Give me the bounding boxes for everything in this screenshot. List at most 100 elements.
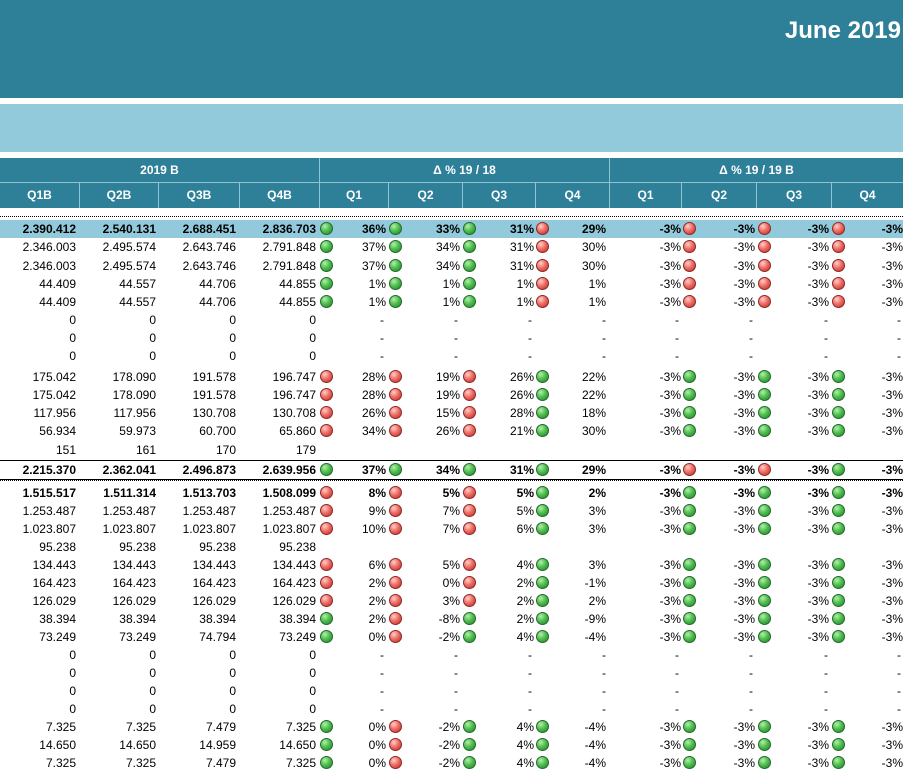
delta-19-18-q1-value: 2% (368, 612, 386, 626)
table-row: 38.394 38.394 38.394 38.394 2% -8% 2% -9% -3% -3%… (0, 610, 903, 628)
red-status-indicator-icon (463, 594, 476, 607)
delta-19-19b-q1-value: - (675, 702, 679, 716)
delta-19-18-q1-value: 2% (368, 576, 386, 590)
delta-19-19b-q3-value: -3% (807, 424, 829, 438)
delta-19-19b-q2-value: -3% (733, 277, 755, 291)
red-status-indicator-icon (536, 295, 549, 308)
delta-19-18-q4-value: -4% (584, 756, 606, 770)
green-status-indicator-icon (536, 630, 549, 643)
red-status-indicator-icon (389, 424, 402, 437)
delta-19-18-q3-value: 2% (516, 612, 534, 626)
budget-q2b-value: 134.443 (112, 558, 156, 572)
budget-q2b-value: 0 (149, 684, 156, 698)
delta-19-19b-q2-value: -3% (733, 259, 755, 273)
delta-19-19b-q2-value: -3% (733, 558, 755, 572)
delta-19-18-q2-value: - (454, 666, 458, 680)
delta-19-19b-q1-value: -3% (659, 222, 681, 236)
delta-19-18-q3-value: 31% (509, 222, 534, 236)
delta-19-18-q2-value: -2% (438, 720, 460, 734)
green-status-indicator-icon (683, 720, 696, 733)
budget-q2b-value: 178.090 (112, 370, 156, 384)
budget-q3b-value: 2.643.746 (182, 259, 236, 273)
budget-q2b-value: 38.394 (119, 612, 156, 626)
budget-q2b-value: 1.253.487 (102, 504, 156, 518)
red-status-indicator-icon (389, 756, 402, 769)
delta-19-19b-q3-value: - (824, 349, 828, 363)
delta-19-19b-q3-value: -3% (807, 756, 829, 770)
table-row: 95.238 95.238 95.238 95.238 (0, 538, 903, 556)
delta-19-18-q3-value: - (528, 648, 532, 662)
header-separator (79, 182, 80, 208)
delta-19-19b-q4-value: -3% (881, 259, 903, 273)
delta-19-19b-q1-value: - (675, 331, 679, 345)
green-status-indicator-icon (758, 388, 771, 401)
green-status-indicator-icon (463, 259, 476, 272)
delta-19-18-q1-value: 37% (361, 259, 386, 273)
green-status-indicator-icon (320, 738, 333, 751)
red-status-indicator-icon (389, 370, 402, 383)
budget-q2b-value: 178.090 (112, 388, 156, 402)
budget-q3b-value: 60.700 (199, 424, 236, 438)
table-row: 44.409 44.557 44.706 44.855 1% 1% 1% 1% -3% -3% -3… (0, 293, 903, 311)
delta-19-18-q1-value: 28% (361, 388, 386, 402)
budget-q2b-value: 2.495.574 (102, 259, 156, 273)
report-header-band: June 2019 (0, 0, 903, 98)
header-separator (158, 182, 159, 208)
delta-19-19b-q2-value: - (749, 702, 753, 716)
delta-19-19b-q4-value: -3% (881, 486, 903, 500)
green-status-indicator-icon (683, 504, 696, 517)
column-header-row: Q1B Q2B Q3B Q4B Q1 Q2 Q3 Q4 Q1 Q2 Q3 Q4 (0, 182, 903, 208)
budget-q1b-value: 164.423 (32, 576, 76, 590)
delta-19-19b-q1-value: -3% (659, 463, 681, 477)
red-status-indicator-icon (389, 630, 402, 643)
delta-19-19b-q4-value: - (897, 349, 901, 363)
delta-19-18-q1-value: 0% (368, 738, 386, 752)
delta-19-19b-q4-value: -3% (881, 738, 903, 752)
budget-q2b-value: 1.511.314 (103, 486, 156, 500)
budget-q4b-value: 2.791.848 (262, 240, 316, 254)
table-row: 0 0 0 0 - - - - - - - - (0, 682, 903, 700)
red-status-indicator-icon (758, 240, 771, 253)
green-status-indicator-icon (320, 240, 333, 253)
green-status-indicator-icon (683, 612, 696, 625)
delta-19-18-q3-value: 1% (516, 295, 534, 309)
column-header-delta1-q4: Q4 (564, 188, 581, 202)
delta-19-18-q3-value: - (528, 349, 532, 363)
delta-19-18-q3-value: 1% (516, 277, 534, 291)
budget-q2b-value: 0 (149, 313, 156, 327)
red-status-indicator-icon (463, 558, 476, 571)
delta-19-19b-q1-value: -3% (659, 576, 681, 590)
delta-19-19b-q4-value: -3% (881, 295, 903, 309)
budget-q1b-value: 38.394 (39, 612, 76, 626)
delta-19-19b-q1-value: -3% (659, 756, 681, 770)
budget-q4b-value: 44.855 (279, 295, 316, 309)
budget-q1b-value: 73.249 (39, 630, 76, 644)
delta-19-18-q3-value: 28% (509, 406, 534, 420)
delta-19-18-q1-value: 36% (361, 222, 386, 236)
budget-q2b-value: 7.325 (125, 720, 156, 734)
report-title: June 2019 (784, 17, 901, 44)
budget-q1b-value: 95.238 (39, 540, 76, 554)
green-status-indicator-icon (683, 594, 696, 607)
delta-19-18-q3-value: 21% (509, 424, 534, 438)
green-status-indicator-icon (536, 522, 549, 535)
delta-19-18-q3-value: 6% (516, 522, 534, 536)
delta-19-19b-q4-value: -3% (881, 720, 903, 734)
delta-19-19b-q1-value: -3% (659, 295, 681, 309)
delta-19-19b-q2-value: - (749, 313, 753, 327)
delta-19-19b-q3-value: -3% (807, 504, 829, 518)
header-separator (756, 182, 757, 208)
budget-q3b-value: 126.029 (192, 594, 236, 608)
budget-q2b-value: 0 (149, 666, 156, 680)
green-status-indicator-icon (832, 630, 845, 643)
delta-19-18-q4-value: 2% (588, 594, 606, 608)
budget-q4b-value: 65.860 (279, 424, 316, 438)
budget-q4b-value: 0 (309, 648, 316, 662)
budget-q4b-value: 95.238 (279, 540, 316, 554)
budget-q3b-value: 0 (229, 349, 236, 363)
delta-19-18-q2-value: 34% (435, 463, 460, 477)
delta-19-19b-q1-value: -3% (659, 277, 681, 291)
green-status-indicator-icon (536, 370, 549, 383)
green-status-indicator-icon (463, 222, 476, 235)
delta-19-18-q1-value: - (380, 331, 384, 345)
